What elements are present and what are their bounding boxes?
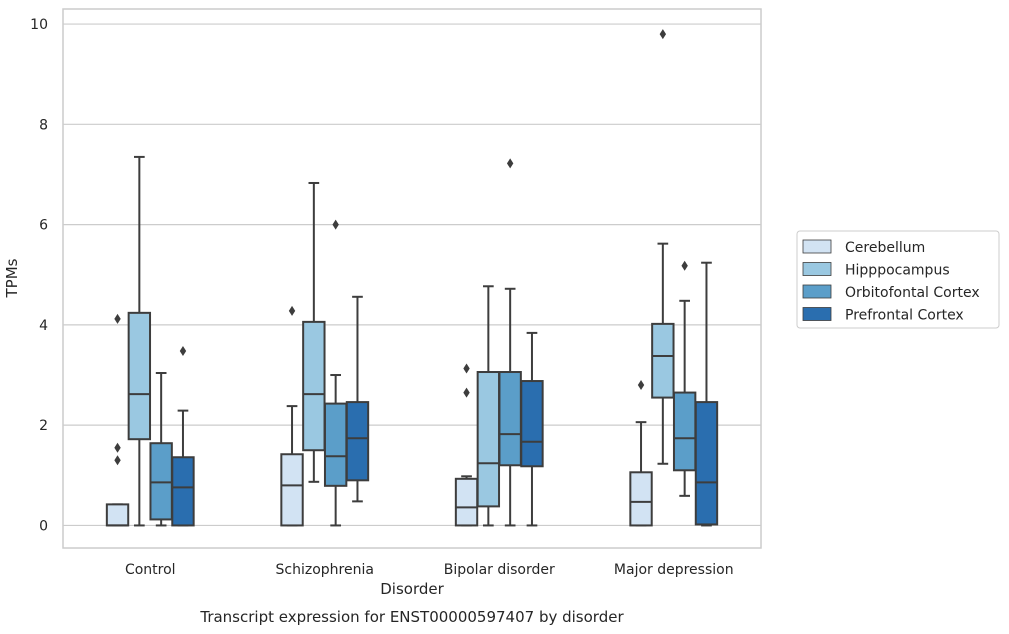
outlier-point <box>637 380 645 391</box>
plot-marks <box>105 29 719 527</box>
y-tick-label: 2 <box>39 418 48 434</box>
legend-label: Cerebellum <box>845 240 925 256</box>
outlier-point <box>179 345 187 356</box>
box-1-1 <box>302 181 326 483</box>
x-axis-label: Disorder <box>380 580 444 598</box>
x-tick-label: Major depression <box>614 562 734 578</box>
plot-frame <box>62 8 762 549</box>
box-iqr <box>345 401 370 482</box>
box-iqr <box>520 380 544 468</box>
y-tick-label: 10 <box>30 17 48 33</box>
x-tick-labels: Control Schizophrenia Bipolar disorder Majo… <box>125 562 734 578</box>
outlier-point <box>332 219 339 230</box>
outlier-point <box>114 313 121 324</box>
box-2-3 <box>672 260 697 497</box>
box-iqr <box>302 320 326 452</box>
box-iqr <box>105 503 130 527</box>
legend-swatch <box>802 307 832 321</box>
box-iqr <box>149 442 173 521</box>
outlier-point <box>506 158 514 169</box>
box-3-0 <box>171 345 195 527</box>
box-3-1 <box>345 295 370 503</box>
x-tick-label: Bipolar disorder <box>444 562 555 578</box>
x-tick-label: Schizophrenia <box>276 562 374 578</box>
legend-swatch <box>802 239 832 254</box>
box-iqr <box>454 477 479 527</box>
legend-frame <box>796 230 1000 329</box>
box-iqr <box>476 371 501 508</box>
box-0-2 <box>454 363 479 527</box>
outlier-point <box>114 442 121 453</box>
outlier-point <box>114 455 121 466</box>
box-iqr <box>498 371 522 467</box>
outlier-point <box>659 29 667 40</box>
box-iqr <box>629 471 653 527</box>
y-axis-label: TPMs <box>3 258 21 298</box>
box-0-0 <box>105 313 130 527</box>
box-1-3 <box>651 29 675 465</box>
y-tick-labels: 0 2 4 6 8 10 <box>30 17 48 534</box>
x-tick-label: Control <box>125 562 176 578</box>
outlier-point <box>463 387 470 398</box>
box-3-3 <box>694 261 719 527</box>
outlier-point <box>288 305 296 316</box>
box-iqr <box>280 453 304 527</box>
chart-caption: Transcript expression for ENST0000059740… <box>199 608 624 626</box>
legend-label: Prefrontal Cortex <box>845 308 964 324</box>
y-tick-label: 8 <box>39 117 48 133</box>
box-iqr <box>694 401 719 526</box>
outlier-point <box>681 260 688 271</box>
y-tick-label: 4 <box>39 318 48 334</box>
box-iqr <box>127 311 152 441</box>
legend-swatch <box>802 284 832 299</box>
box-0-1 <box>280 305 304 527</box>
box-0-3 <box>629 380 653 527</box>
legend-label: Orbitofontal Cortex <box>845 285 980 301</box>
box-2-2 <box>498 158 522 527</box>
outlier-point <box>463 363 470 374</box>
box-3-2 <box>520 331 544 527</box>
legend-label: Hipppocampus <box>845 263 950 279</box>
legend-swatch <box>802 262 832 276</box>
legend: Cerebellum Hipppocampus Orbitofontal Corte… <box>796 230 1000 329</box>
box-iqr <box>323 402 348 487</box>
y-tick-label: 6 <box>39 218 48 234</box>
box-iqr <box>651 322 675 399</box>
box-iqr <box>171 456 195 527</box>
box-1-0 <box>127 155 152 527</box>
box-iqr <box>672 391 697 472</box>
y-tick-label: 0 <box>39 518 48 534</box>
